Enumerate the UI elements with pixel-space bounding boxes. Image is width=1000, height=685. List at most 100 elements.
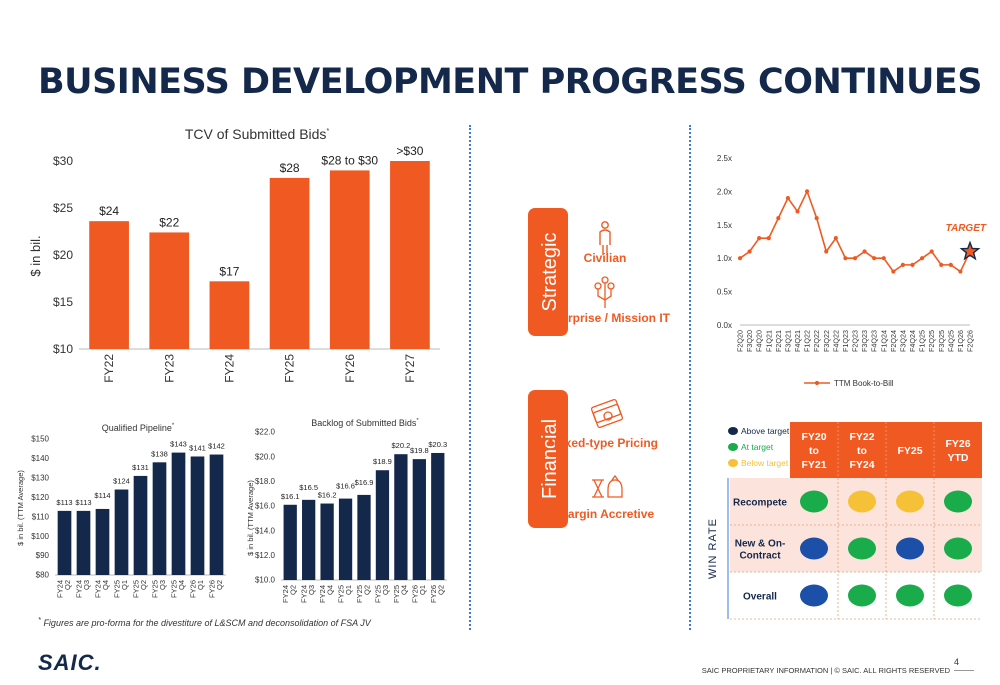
y-tick-label: 2.0x	[717, 187, 732, 196]
bar	[269, 177, 310, 349]
x-tick-label: F4Q25	[946, 330, 955, 352]
category-label: FY26Q1	[410, 585, 427, 603]
legend-dot	[728, 427, 738, 435]
data-label: $16.9	[355, 478, 374, 487]
strategic-label: Strategic	[539, 233, 561, 312]
backlog-chart: Backlog of Submitted Bids* $ in bil. (TT…	[246, 418, 447, 603]
y-tick-label: $16.0	[255, 502, 276, 511]
data-label: $124	[113, 477, 130, 486]
legend-label: Above target	[741, 426, 790, 436]
bar	[89, 221, 129, 349]
category-label: FY26Q2	[208, 580, 225, 598]
civilian-label: Civilian	[584, 251, 627, 265]
status-dot	[944, 584, 972, 607]
data-label: $24	[99, 204, 119, 218]
x-tick-label: F3Q24	[898, 330, 907, 352]
left-divider	[469, 125, 471, 630]
data-point	[766, 236, 771, 241]
saic-logo: SAIC.	[38, 650, 102, 675]
y-tick-label: $80	[36, 571, 50, 580]
page-title: BUSINESS DEVELOPMENT PROGRESS CONTINUES	[38, 62, 983, 102]
y-tick-label: 0.0x	[717, 321, 732, 330]
data-label: >$30	[396, 144, 423, 158]
y-tick-label: $18.0	[255, 477, 276, 486]
data-point	[948, 262, 953, 267]
data-label: $143	[170, 440, 187, 449]
data-point	[747, 249, 752, 254]
category-label: FY25Q3	[373, 585, 390, 603]
bar	[190, 456, 205, 575]
status-dot	[848, 537, 876, 560]
x-tick-label: F2Q20	[736, 330, 745, 352]
category-label: FY24Q3	[300, 585, 317, 603]
column-header: FY22 to FY24	[849, 431, 874, 471]
category-label: FY26Q1	[189, 580, 206, 598]
data-label: $142	[208, 442, 225, 451]
y-tick-label: $25	[53, 201, 73, 215]
data-point	[824, 249, 829, 254]
status-dot	[800, 537, 828, 560]
win-rate-table: Above target At target Below target FY20 to F…	[707, 422, 982, 620]
category-label: FY25Q4	[392, 585, 409, 603]
category-label: FY25Q4	[170, 580, 187, 598]
y-tick-label: $120	[31, 493, 49, 502]
y-tick-label: $22.0	[255, 428, 276, 437]
bar	[329, 170, 370, 349]
data-point	[910, 262, 915, 267]
tcv-ylabel: $ in bil.	[28, 235, 43, 276]
data-point	[814, 216, 819, 221]
y-tick-label: 1.0x	[717, 254, 732, 263]
x-tick-label: F1Q23	[841, 330, 850, 352]
bar	[412, 459, 426, 580]
x-tick-label: F3Q20	[745, 330, 754, 352]
legend-label: At target	[741, 442, 774, 452]
pipeline-ylabel: $ in bil. (TTM Average)	[16, 470, 25, 546]
footnote: * Figures are pro-forma for the divestit…	[38, 615, 371, 628]
data-point	[852, 256, 858, 261]
column-header: FY26 YTD	[945, 438, 970, 464]
bar	[57, 510, 72, 575]
x-tick-label: F4Q21	[793, 330, 802, 352]
bar	[209, 281, 250, 349]
y-tick-label: 2.5x	[717, 154, 732, 163]
status-dot	[944, 537, 972, 560]
y-tick-label: $140	[31, 454, 49, 463]
x-tick-label: F2Q24	[889, 330, 898, 352]
bar	[149, 232, 190, 349]
x-tick-label: F3Q22	[822, 330, 831, 352]
x-tick-label: F3Q25	[937, 330, 946, 352]
bar	[390, 161, 430, 349]
y-tick-label: $15	[53, 295, 73, 309]
data-label: $16.2	[318, 491, 337, 500]
strategic-tab	[528, 208, 568, 336]
bar	[283, 504, 297, 580]
data-point	[737, 256, 743, 261]
y-tick-label: $10	[53, 342, 73, 356]
proprietary-notice: SAIC PROPRIETARY INFORMATION | © SAIC. A…	[701, 666, 950, 675]
category-label: FY27	[403, 354, 417, 383]
hourglass-money-icon	[592, 474, 623, 498]
x-tick-label: F2Q25	[927, 330, 936, 352]
bar	[209, 454, 224, 575]
bar	[76, 510, 91, 575]
category-label: FY24Q3	[75, 580, 92, 598]
x-tick-label: F1Q22	[803, 330, 812, 352]
category-label: FY26Q2	[429, 585, 446, 603]
data-point	[776, 216, 781, 221]
x-tick-label: F2Q26	[966, 330, 975, 352]
data-point	[900, 262, 906, 267]
bar	[133, 475, 148, 575]
data-point	[804, 189, 810, 194]
legend-dot	[728, 459, 738, 467]
bar	[114, 489, 129, 575]
category-label: FY24Q2	[56, 580, 73, 598]
x-tick-label: F4Q20	[755, 330, 764, 352]
x-tick-label: F4Q22	[831, 330, 840, 352]
legend-dot	[728, 443, 738, 451]
category-label: FY26	[343, 354, 357, 383]
category-label: FY25Q2	[132, 580, 149, 598]
bar	[302, 499, 316, 580]
data-label: $138	[151, 449, 168, 458]
bar	[171, 452, 186, 575]
x-tick-label: F4Q24	[908, 330, 917, 352]
